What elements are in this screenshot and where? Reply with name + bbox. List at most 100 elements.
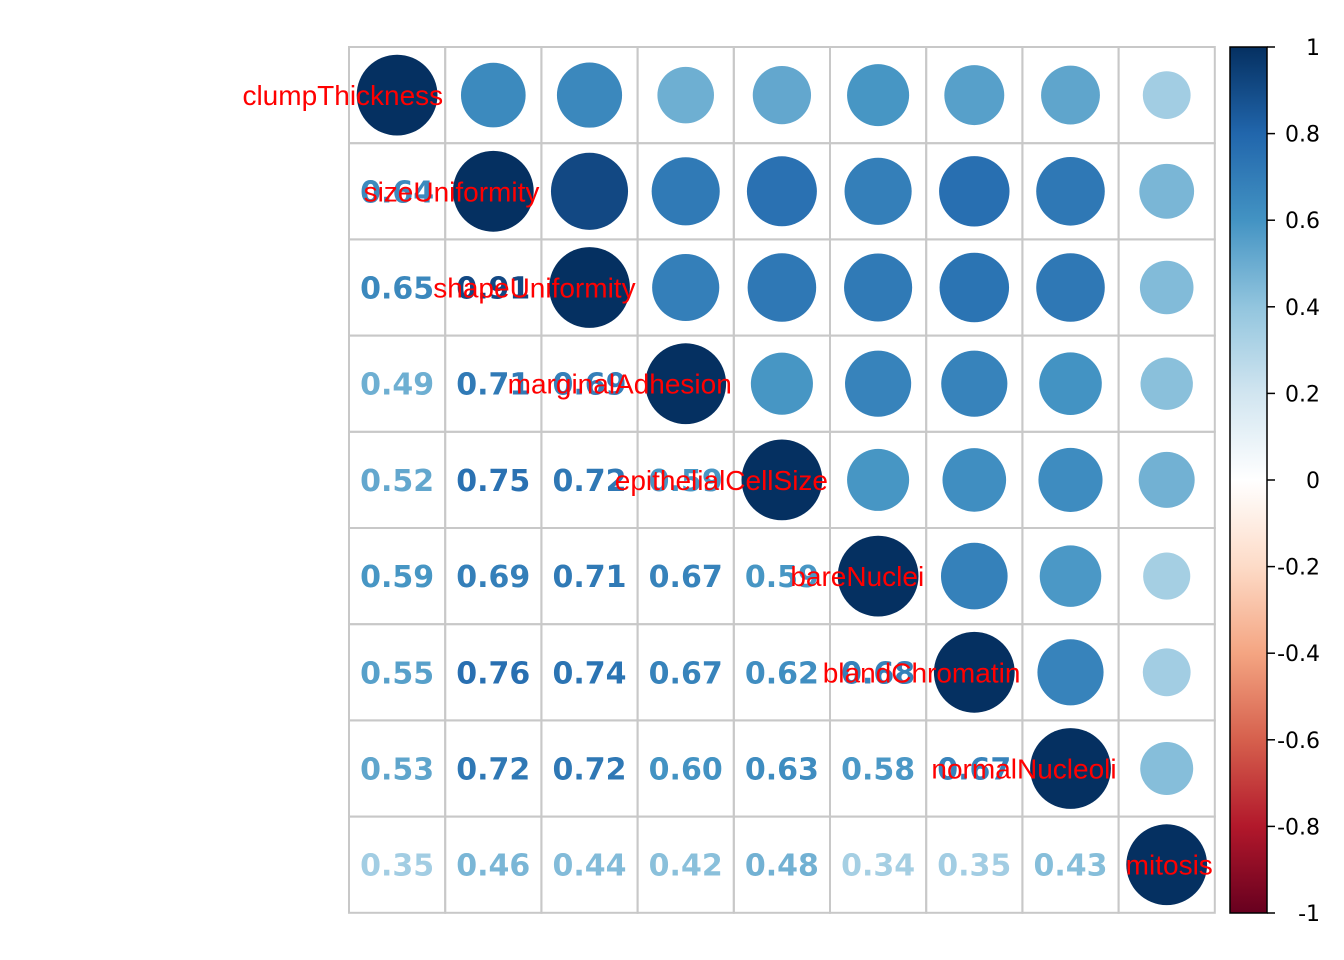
variable-label-4: epithelialCellSize bbox=[615, 465, 828, 496]
corr-circle-5-5 bbox=[837, 535, 919, 617]
corr-value-3-2: 0.69 bbox=[552, 368, 626, 403]
corr-value-2-1: 0.91 bbox=[456, 272, 530, 307]
corr-circle-0-4 bbox=[752, 65, 812, 125]
colorbar-tick-label-5: 0 bbox=[1306, 469, 1320, 494]
corr-value-2-0: 0.65 bbox=[360, 272, 434, 307]
corr-circle-2-2 bbox=[549, 247, 630, 328]
corr-circle-0-5 bbox=[847, 64, 910, 127]
corr-value-8-6: 0.35 bbox=[937, 849, 1011, 884]
corr-value-7-3: 0.60 bbox=[649, 753, 723, 788]
corr-circle-1-3 bbox=[651, 157, 720, 226]
corr-value-4-0: 0.52 bbox=[360, 464, 434, 499]
colorbar-tick-label-10: -1 bbox=[1298, 902, 1320, 927]
corr-value-4-1: 0.75 bbox=[456, 464, 530, 499]
corr-value-8-1: 0.46 bbox=[456, 849, 530, 884]
corr-value-5-3: 0.67 bbox=[649, 560, 723, 595]
corr-circle-1-1 bbox=[452, 150, 534, 232]
matrix-marks bbox=[356, 54, 1208, 906]
colorbar-tick-label-3: 0.4 bbox=[1285, 296, 1320, 321]
corr-circle-0-8 bbox=[1142, 71, 1191, 120]
colorbar-gradient bbox=[1229, 46, 1268, 914]
corr-circle-7-7 bbox=[1030, 728, 1111, 809]
corr-circle-4-7 bbox=[1038, 447, 1103, 512]
corr-circle-2-7 bbox=[1036, 253, 1105, 322]
corr-circle-1-5 bbox=[844, 157, 912, 225]
corr-circle-0-0 bbox=[356, 54, 438, 136]
corr-circle-2-4 bbox=[747, 253, 817, 322]
corr-circle-2-6 bbox=[939, 252, 1010, 323]
corr-circle-2-8 bbox=[1139, 260, 1194, 315]
variable-label-6: blandChromatin bbox=[823, 657, 1021, 688]
corr-circle-1-6 bbox=[939, 156, 1010, 227]
corr-circle-3-4 bbox=[750, 352, 813, 415]
corr-value-6-0: 0.55 bbox=[360, 656, 434, 691]
corr-value-5-1: 0.69 bbox=[456, 560, 530, 595]
corr-circle-4-6 bbox=[942, 448, 1007, 512]
variable-label-3: marginalAdhesion bbox=[508, 369, 732, 400]
corr-circle-6-7 bbox=[1037, 639, 1104, 706]
corr-value-7-6: 0.67 bbox=[937, 753, 1011, 788]
corr-circle-1-4 bbox=[746, 156, 817, 227]
corr-circle-3-3 bbox=[645, 343, 727, 425]
matrix-labels: 0.64 0.65 0.91 0.49 0.71 0.69 0.52 0.75 0.72 0.59… bbox=[242, 80, 1212, 884]
corr-circle-4-8 bbox=[1138, 451, 1195, 508]
colorbar-tick-label-2: 0.6 bbox=[1285, 209, 1320, 234]
colorbar: 1 0.8 0.6 0.4 0.2 0 -0.2 -0.4 -0.6 -0.8 -1 bbox=[1229, 36, 1320, 927]
variable-label-0: clumpThickness bbox=[242, 80, 443, 111]
colorbar-tick-label-0: 1 bbox=[1306, 36, 1320, 61]
colorbar-tick-label-9: -0.8 bbox=[1277, 815, 1320, 840]
corr-value-5-0: 0.59 bbox=[360, 560, 434, 595]
corr-circle-2-3 bbox=[652, 253, 720, 322]
corr-value-5-4: 0.59 bbox=[745, 560, 819, 595]
corr-value-7-0: 0.53 bbox=[360, 753, 434, 788]
colorbar-tick-label-6: -0.2 bbox=[1277, 556, 1320, 581]
variable-label-5: bareNuclei bbox=[790, 561, 924, 592]
corr-circle-1-2 bbox=[550, 152, 629, 230]
corr-circle-0-1 bbox=[460, 62, 526, 128]
matrix-grid bbox=[348, 46, 1216, 914]
corr-value-7-1: 0.72 bbox=[456, 753, 530, 788]
corr-value-3-0: 0.49 bbox=[360, 368, 434, 403]
corr-value-7-2: 0.72 bbox=[552, 753, 626, 788]
corr-circle-8-8 bbox=[1126, 824, 1208, 906]
corr-value-3-1: 0.71 bbox=[456, 368, 530, 403]
grid-cell-8-8 bbox=[1117, 815, 1216, 914]
corr-value-8-0: 0.35 bbox=[360, 849, 434, 884]
corr-circle-0-6 bbox=[944, 65, 1005, 126]
corr-circle-7-8 bbox=[1140, 742, 1194, 795]
corr-value-6-3: 0.67 bbox=[649, 656, 723, 691]
corr-circle-3-6 bbox=[941, 350, 1008, 417]
variable-label-2: shapeUniformity bbox=[433, 273, 635, 304]
corr-value-5-2: 0.71 bbox=[552, 560, 626, 595]
colorbar-tick-label-1: 0.8 bbox=[1285, 123, 1320, 148]
corr-value-6-2: 0.74 bbox=[552, 656, 626, 691]
corr-value-6-4: 0.62 bbox=[745, 656, 819, 691]
corr-circle-3-8 bbox=[1140, 357, 1193, 410]
colorbar-tick-label-4: 0.2 bbox=[1285, 382, 1320, 407]
corr-circle-0-2 bbox=[556, 62, 623, 128]
corr-value-8-4: 0.48 bbox=[745, 849, 819, 884]
corr-circle-3-5 bbox=[845, 350, 912, 417]
corr-circle-1-8 bbox=[1139, 163, 1195, 219]
corr-circle-4-4 bbox=[741, 439, 823, 521]
variable-label-1: sizeUniformity bbox=[364, 176, 540, 207]
corr-value-1-0: 0.64 bbox=[360, 175, 434, 210]
corr-value-6-5: 0.68 bbox=[841, 656, 915, 691]
corr-circle-0-3 bbox=[657, 66, 714, 124]
corr-circle-0-7 bbox=[1041, 65, 1100, 125]
corr-circle-5-6 bbox=[940, 542, 1008, 610]
corr-value-8-2: 0.44 bbox=[552, 849, 626, 884]
corr-value-7-5: 0.58 bbox=[841, 753, 915, 788]
corr-value-8-7: 0.43 bbox=[1033, 849, 1107, 884]
corr-circle-6-6 bbox=[933, 631, 1015, 713]
corr-value-4-3: 0.59 bbox=[649, 464, 723, 499]
colorbar-tick-label-8: -0.6 bbox=[1277, 729, 1320, 754]
colorbar-tick-label-7: -0.4 bbox=[1277, 642, 1320, 667]
corr-circle-6-8 bbox=[1142, 648, 1191, 697]
variable-label-7: normalNucleoli bbox=[931, 754, 1116, 785]
corr-value-8-3: 0.42 bbox=[649, 849, 723, 884]
corr-value-8-5: 0.34 bbox=[841, 849, 915, 884]
corr-value-4-2: 0.72 bbox=[552, 464, 626, 499]
corr-value-7-4: 0.63 bbox=[745, 753, 819, 788]
